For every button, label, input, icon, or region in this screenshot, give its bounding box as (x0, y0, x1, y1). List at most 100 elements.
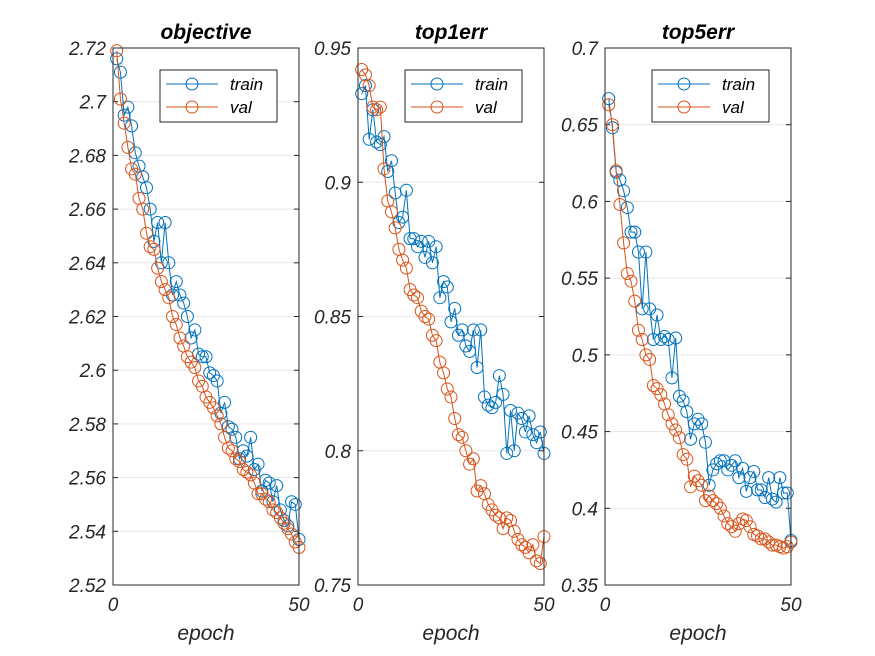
top5err-val-point-29 (706, 494, 720, 508)
top5err-val-point-42 (754, 532, 768, 546)
top1err-legend-marker-train (430, 77, 444, 91)
top5err-ytick-label-0-7: 0.7 (572, 39, 600, 60)
top5err-train-point-32 (717, 454, 731, 468)
top5err-val-point-18 (665, 417, 679, 431)
objective-legend-box (159, 69, 278, 123)
top1err-val-point-4 (366, 100, 380, 114)
top5err-train-point-29 (706, 463, 720, 477)
objective-val-point-31 (221, 441, 235, 455)
objective-val-point-15 (162, 291, 176, 305)
top1err-train-point-6 (373, 138, 387, 152)
top1err-ytick-label-0-8: 0.8 (325, 442, 352, 463)
objective-series-line-train (116, 58, 300, 540)
top1err-train-point-22 (433, 291, 447, 305)
top1err-train-point-9 (384, 154, 398, 168)
top5err-val-point-30 (710, 497, 724, 511)
objective-train-point-22 (188, 323, 202, 337)
top1err-train-point-35 (481, 398, 495, 412)
objective-train-point-42 (262, 476, 276, 490)
top5err-plot-area (605, 48, 791, 585)
objective-ytick-label-2-64: 2.64 (68, 254, 106, 275)
top1err-train-point-34 (477, 390, 491, 404)
top1err-legend-marker-val (430, 100, 444, 114)
top5err-train-point-36 (732, 471, 746, 485)
top5err-val-point-5 (617, 236, 631, 250)
top1err-val-point-16 (411, 291, 425, 305)
top1err-val-point-46 (522, 546, 536, 560)
objective-train-point-20 (180, 310, 194, 323)
objective-ytick-label-2-52: 2.52 (68, 576, 106, 597)
top1err-val-point-27 (451, 428, 465, 442)
objective-val-point-3 (117, 116, 131, 130)
objective-train-point-10 (143, 202, 157, 216)
top5err-val-point-39 (743, 520, 757, 534)
objective-val-point-48 (285, 527, 299, 541)
top1err-train-point-44 (515, 412, 529, 426)
top5err-train-point-44 (762, 471, 776, 485)
top5err-train-point-17 (661, 333, 675, 347)
top1err-train-point-30 (463, 344, 477, 358)
top1err-val-point-19 (422, 312, 436, 326)
objective-val-point-11 (147, 242, 161, 256)
top5err-val-point-8 (628, 294, 642, 308)
top1err-train-point-31 (466, 323, 480, 337)
top1err-val-point-33 (474, 479, 488, 493)
top5err-series-line-val (608, 104, 792, 549)
top5err-train-point-31 (713, 454, 727, 468)
top1err-train-point-13 (399, 183, 413, 197)
top5err-val-point-9 (631, 323, 645, 337)
top1err-xtick-label-0: 0 (353, 595, 364, 616)
top5err-train-point-6 (620, 201, 634, 215)
top5err-train-point-18 (665, 371, 679, 385)
objective-train-point-25 (199, 350, 213, 364)
top5err-val-point-31 (713, 501, 727, 515)
objective-ytick-label-2-62: 2.62 (68, 308, 106, 329)
top5err-legend-marker-train (677, 77, 691, 91)
top1err-val-point-29 (459, 444, 473, 458)
top5err-val-point-1 (602, 98, 616, 112)
top1err-val-point-23 (437, 366, 451, 380)
top1err-val-point-5 (370, 103, 384, 117)
top1err-train-point-28 (455, 323, 469, 337)
objective-val-point-33 (229, 452, 243, 466)
top5err-train-point-19 (669, 331, 683, 345)
top1err-val-point-28 (455, 430, 469, 444)
top5err-train-point-20 (672, 389, 686, 403)
objective-xlabel: epoch (177, 622, 234, 645)
objective-val-point-41 (259, 492, 273, 506)
top5err-train-point-38 (739, 484, 753, 498)
objective-val-point-34 (232, 454, 246, 468)
objective-legend-label-train: train (230, 75, 263, 94)
top1err-val-point-47 (526, 538, 540, 552)
top5err-train-point-28 (702, 478, 716, 492)
objective-xtick-label-50: 50 (288, 595, 310, 616)
top5err-val-point-22 (680, 452, 694, 466)
objective-legend-marker-train (185, 77, 199, 91)
top5err-val-point-32 (717, 509, 731, 523)
top5err-val-point-2 (605, 118, 619, 132)
objective-train-point-39 (251, 457, 265, 471)
top1err-val-point-10 (388, 221, 402, 235)
top5err-val-point-44 (762, 535, 776, 549)
top5err-val-point-7 (624, 274, 638, 288)
top1err-legend-box (404, 69, 523, 123)
top1err-val-point-13 (399, 261, 413, 275)
top5err-val-point-6 (620, 267, 634, 281)
top5err-ytick-label-0-35: 0.35 (561, 576, 598, 597)
top1err-train-point-12 (396, 210, 410, 224)
top5err-train-point-1 (602, 92, 616, 106)
top1err-ytick-label-0-9: 0.9 (325, 173, 352, 194)
objective-val-point-8 (136, 202, 150, 216)
objective-xtick-label-0: 0 (108, 595, 119, 616)
top5err-train-point-2 (605, 121, 619, 135)
top1err-train-point-47 (526, 428, 540, 442)
top5err-legend-label-train: train (722, 75, 755, 94)
top5err-train-point-41 (751, 483, 765, 497)
top5err-val-point-10 (635, 333, 649, 347)
top1err-legend: train val (404, 69, 523, 123)
top5err-ytick-label-0-55: 0.55 (561, 269, 598, 290)
objective-ytick-label-2-6: 2.6 (79, 361, 107, 382)
top1err-train-point-17 (414, 234, 428, 248)
objective-val-point-13 (154, 275, 168, 289)
